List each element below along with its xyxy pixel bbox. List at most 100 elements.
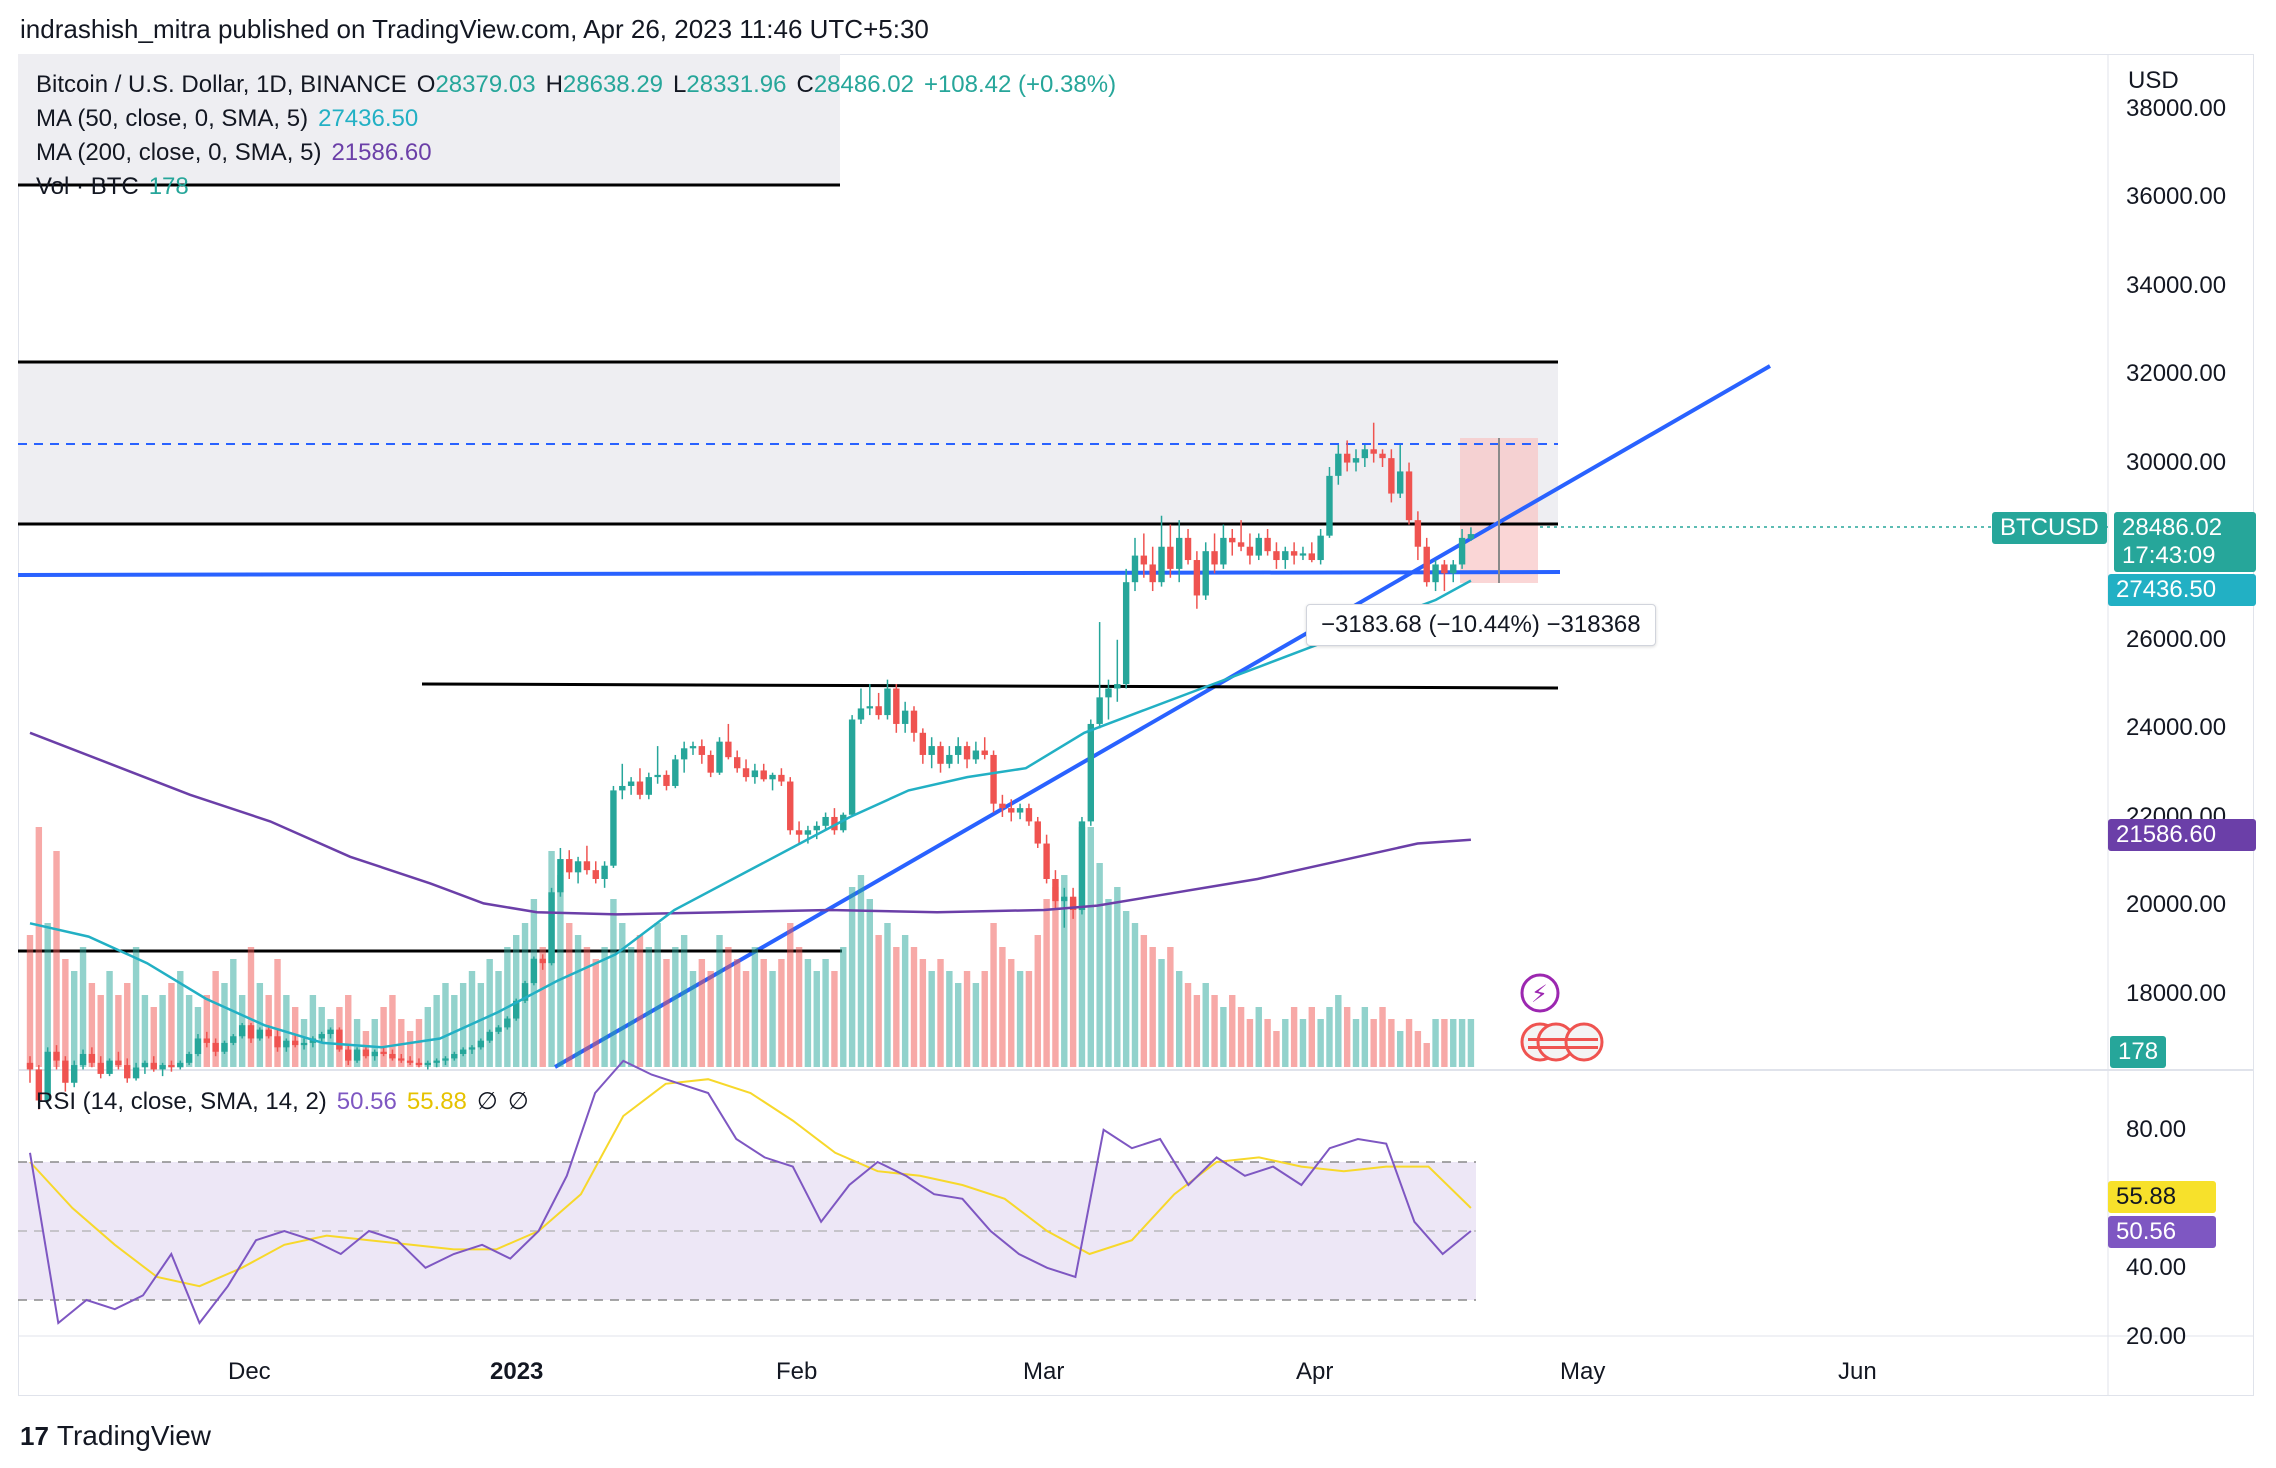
ma200-legend-row[interactable]: MA (200, close, 0, SMA, 5) 21586.60 xyxy=(36,139,442,167)
close-value: 28486.02 xyxy=(813,71,914,98)
volume-bar xyxy=(654,923,661,1067)
candle-body xyxy=(990,754,997,804)
volume-bar xyxy=(168,983,175,1067)
volume-bar xyxy=(468,971,476,1067)
us-flag-event-icons[interactable] xyxy=(1520,1022,1604,1062)
candle-body xyxy=(1405,471,1413,521)
candle-body xyxy=(150,1062,157,1070)
candle-body xyxy=(1237,542,1245,547)
rsi-axis[interactable]: 80.00 40.00 20.00 xyxy=(2126,1116,2186,1350)
volume-bar xyxy=(97,995,104,1067)
candle-body xyxy=(1370,449,1377,454)
candle-body xyxy=(477,1040,485,1048)
volume-bar xyxy=(1467,1019,1475,1067)
candle-body xyxy=(433,1060,440,1063)
candle-body xyxy=(981,750,988,755)
volume-bar xyxy=(946,971,953,1067)
candle-body xyxy=(592,870,599,879)
rsi-legend-row[interactable]: RSI (14, close, SMA, 14, 2) 50.56 55.88 ∅ ∅ xyxy=(36,1087,539,1116)
chart-frame[interactable] xyxy=(18,54,2254,1396)
volume-bar xyxy=(539,947,546,1067)
volume-bar xyxy=(221,983,228,1067)
volume-bar xyxy=(857,875,865,1067)
tradingview-logo[interactable]: 17 TradingView xyxy=(20,1420,211,1452)
volume-bar xyxy=(566,923,573,1067)
volume-bar xyxy=(1361,1007,1369,1067)
volume-bar xyxy=(212,971,219,1067)
candle-body xyxy=(1043,843,1050,879)
rsi-tag: 50.56 xyxy=(2108,1216,2216,1248)
open-label: O xyxy=(416,71,436,98)
candle-body xyxy=(177,1062,184,1068)
time-axis[interactable]: Dec 2023 Feb Mar Apr May Jun xyxy=(228,1358,1877,1385)
candle-body xyxy=(1441,564,1448,574)
volume-bar xyxy=(1114,887,1121,1067)
volume-bar xyxy=(778,959,785,1067)
candle-body xyxy=(1450,564,1457,574)
last-price-tag: 28486.02 17:43:09 xyxy=(2114,512,2256,572)
volume-bar xyxy=(1458,1019,1466,1067)
candle-body xyxy=(999,803,1006,809)
measure-tooltip: −3183.68 (−10.44%) −318368 xyxy=(1306,604,1656,646)
candle-body xyxy=(1158,546,1165,583)
volume-value: 178 xyxy=(148,173,189,200)
ma50-label: MA (50, close, 0, SMA, 5) xyxy=(36,105,309,132)
volume-bar xyxy=(1202,983,1209,1067)
volume-bar xyxy=(132,947,140,1067)
candle-body xyxy=(1317,535,1324,561)
candle-body xyxy=(336,1029,343,1050)
volume-bar xyxy=(1264,1019,1271,1067)
candle-body xyxy=(963,746,971,760)
candle-body xyxy=(424,1062,431,1066)
volume-bar xyxy=(663,959,670,1067)
candle-body xyxy=(539,958,546,964)
candle-body xyxy=(415,1062,423,1066)
volume-bar xyxy=(1061,875,1068,1067)
volume-bar xyxy=(1317,1019,1324,1067)
lightning-event-icon[interactable] xyxy=(1520,973,1560,1013)
candle-body xyxy=(1184,537,1192,561)
candle-body xyxy=(185,1053,193,1063)
candle-body xyxy=(274,1036,281,1048)
volume-bar xyxy=(955,983,962,1067)
candle-body xyxy=(760,770,767,780)
low-value: 28331.96 xyxy=(686,71,787,98)
volume-label: Vol · BTC xyxy=(36,173,139,200)
legend-background xyxy=(18,54,840,185)
volume-bar xyxy=(1326,1007,1333,1067)
candle-body xyxy=(88,1053,96,1063)
open-value: 28379.03 xyxy=(435,71,536,98)
candle-body xyxy=(566,859,573,873)
close-label: C xyxy=(796,71,814,98)
last-price-value: 28486.02 xyxy=(2122,514,2223,541)
symbol-legend-row[interactable]: Bitcoin / U.S. Dollar, 1D, BINANCE O28379… xyxy=(36,71,1126,99)
candle-body xyxy=(1193,560,1201,596)
candle-body xyxy=(1061,896,1068,902)
volume-legend-row[interactable]: Vol · BTC 178 xyxy=(36,173,199,201)
change-value: +108.42 (+0.38%) xyxy=(923,71,1117,98)
candle-body xyxy=(79,1053,87,1066)
price-axis[interactable]: 38000.00 36000.00 34000.00 32000.00 3000… xyxy=(2126,67,2226,1007)
candle-body xyxy=(1069,896,1077,910)
volume-bar xyxy=(848,887,856,1067)
candle-body xyxy=(1264,537,1271,552)
volume-bar xyxy=(707,971,714,1067)
volume-bar xyxy=(804,959,812,1067)
volume-bar xyxy=(353,1019,361,1067)
volume-bar xyxy=(442,983,449,1067)
us-flag-stripes xyxy=(1528,1038,1598,1041)
volume-bar xyxy=(1299,1019,1307,1067)
candle-body xyxy=(221,1042,228,1052)
candle-body xyxy=(1229,537,1236,543)
ma50-legend-row[interactable]: MA (50, close, 0, SMA, 5) 27436.50 xyxy=(36,105,428,133)
rsi-line xyxy=(29,1059,1472,1325)
candle-body xyxy=(548,892,555,964)
support-line-25000[interactable] xyxy=(421,682,1559,690)
candle-body xyxy=(654,774,661,778)
candle-body xyxy=(132,1067,140,1079)
volume-bar xyxy=(88,983,96,1067)
volume-bar xyxy=(1343,1007,1351,1067)
support-trendline-flat[interactable] xyxy=(17,570,1561,577)
volume-bar xyxy=(203,995,210,1067)
